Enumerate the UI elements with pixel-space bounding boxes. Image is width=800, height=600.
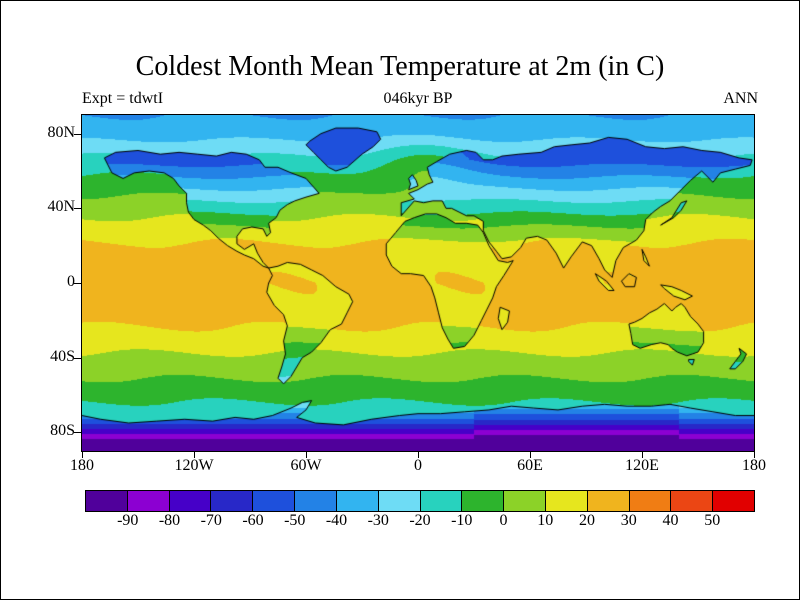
lon-tick-label: 180 — [70, 457, 94, 474]
colorbar-tick-label: -30 — [367, 512, 389, 529]
colorbar-segment — [252, 491, 295, 511]
colorbar-segment — [419, 491, 462, 511]
lon-tick-mark — [306, 452, 307, 458]
colorbar-segment — [628, 491, 671, 511]
colorbar-segment — [210, 491, 253, 511]
colorbar-segment — [503, 491, 545, 511]
experiment-label: Expt = tdwtI — [82, 90, 164, 107]
time-label: 046kyr BP — [383, 90, 453, 107]
season-label: ANN — [723, 90, 758, 107]
colorbar-segment — [335, 491, 378, 511]
colorbar-segment — [461, 491, 504, 511]
colorbar-tick-label: -40 — [325, 512, 348, 529]
colorbar-tick-label: 30 — [620, 512, 637, 529]
colorbar-tick-label: 40 — [662, 512, 679, 529]
colorbar-segment — [670, 491, 713, 511]
lat-tick-label: 80S — [50, 422, 75, 440]
lon-tick-label: 120W — [174, 457, 214, 474]
colorbar-tick-label: -60 — [242, 512, 264, 529]
colorbar-segment — [168, 491, 211, 511]
lon-tick-label: 0 — [414, 457, 422, 474]
colorbar-segment — [586, 491, 629, 511]
lon-tick-mark — [418, 452, 419, 458]
colorbar-tick-label: -20 — [409, 512, 431, 529]
colorbar-tick-label: -90 — [117, 512, 139, 529]
colorbar-tick-label: -50 — [284, 512, 306, 529]
colorbar-segment — [126, 491, 169, 511]
lon-tick-mark — [642, 452, 643, 458]
lon-tick-mark — [530, 452, 531, 458]
lon-tick-label: 120E — [625, 457, 659, 474]
lon-tick-mark — [194, 452, 195, 458]
colorbar-labels: -90 -80 -70 -60 -50 -40 -30 -20 -10 0 10 20 30 40 50 — [1, 512, 799, 534]
colorbar-tick-label: -70 — [200, 512, 222, 529]
lat-tick-label: 40S — [50, 347, 75, 365]
world-temperature-map-canvas — [82, 115, 754, 451]
lat-tick-label: 0 — [67, 273, 75, 290]
lat-tick-label: 40N — [47, 198, 75, 216]
colorbar — [85, 490, 755, 512]
lat-tick-mark — [74, 283, 81, 284]
colorbar-tick-label: 0 — [499, 512, 508, 529]
colorbar-segment — [86, 491, 127, 511]
lon-tick-label: 180 — [742, 457, 766, 474]
colorbar-tick-label: -10 — [451, 512, 473, 529]
lat-tick-mark — [74, 357, 81, 359]
figure-title: Coldest Month Mean Temperature at 2m (in… — [135, 51, 665, 82]
colorbar-segment — [377, 491, 420, 511]
lat-tick-mark — [74, 133, 81, 135]
lon-tick-mark — [754, 452, 755, 458]
lat-tick-mark — [74, 432, 81, 434]
lon-tick-mark — [82, 452, 83, 458]
colorbar-tick-label: 20 — [579, 512, 595, 529]
lon-tick-label: 60E — [517, 457, 543, 474]
colorbar-segment — [712, 491, 754, 511]
map-frame — [81, 114, 755, 452]
colorbar-tick-label: 10 — [537, 512, 554, 529]
colorbar-tick-label: -80 — [158, 512, 181, 529]
colorbar-tick-label: 50 — [704, 512, 721, 529]
lon-tick-label: 60W — [290, 457, 322, 474]
colorbar-segment — [294, 491, 336, 511]
colorbar-segment — [544, 491, 587, 511]
lat-tick-label: 80N — [47, 123, 75, 141]
lat-tick-mark — [74, 208, 81, 210]
